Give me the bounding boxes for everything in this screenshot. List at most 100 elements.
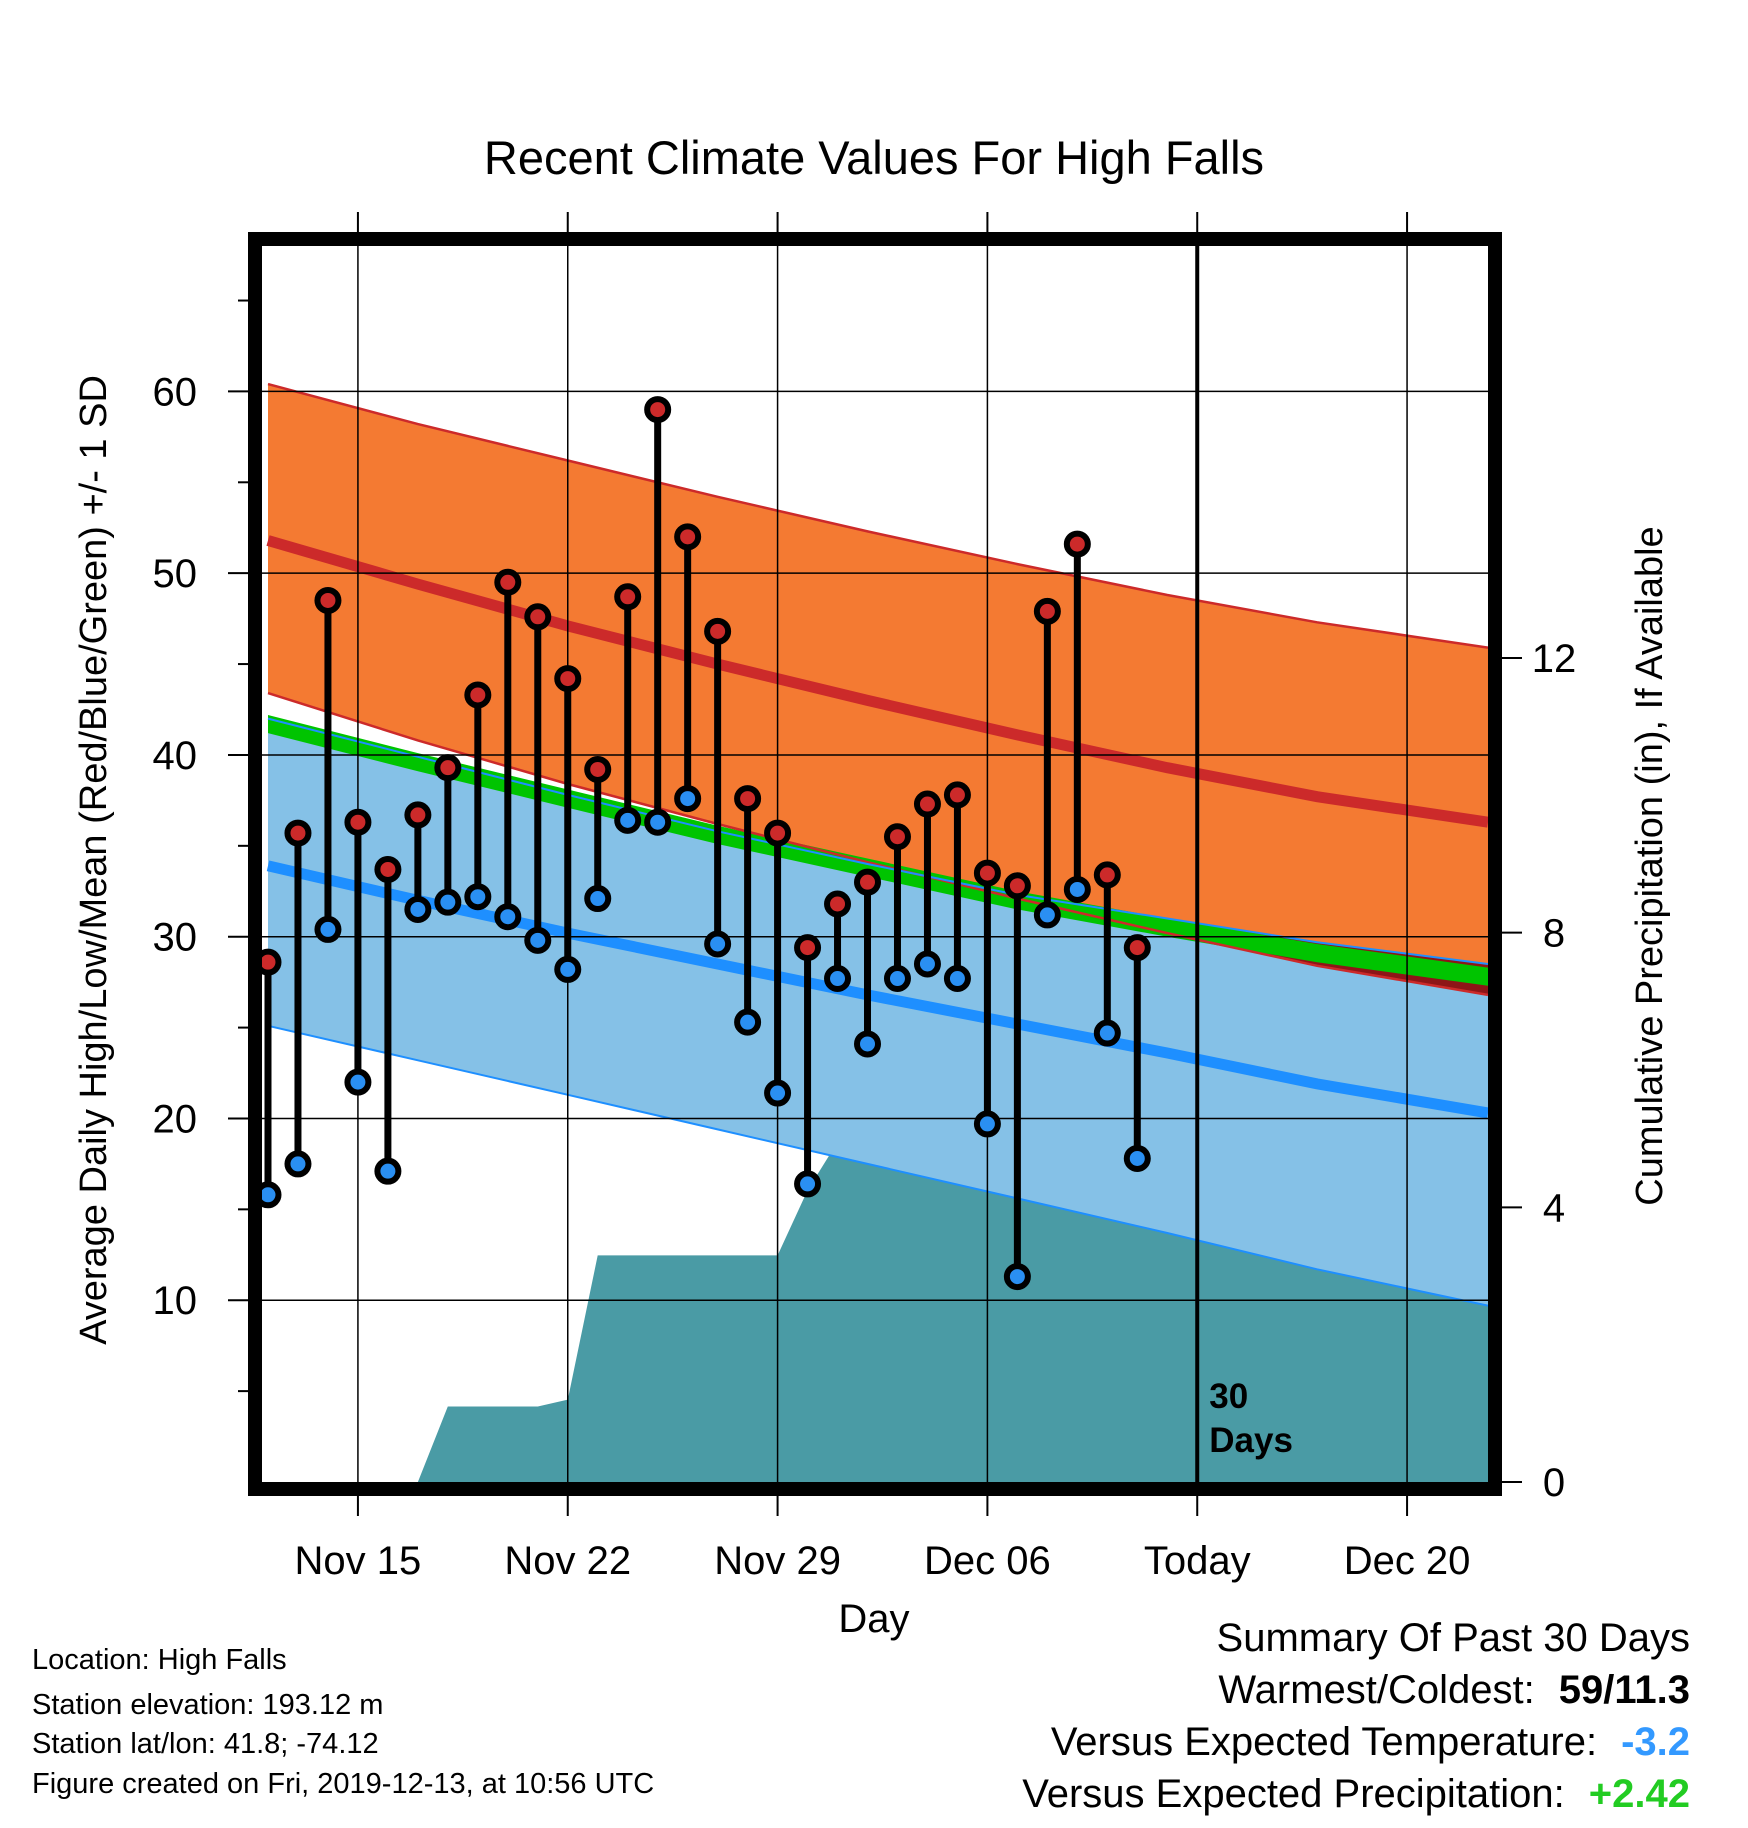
y-tick-label: 60 bbox=[153, 370, 198, 414]
temp-value: -3.2 bbox=[1621, 1720, 1690, 1764]
low-marker bbox=[554, 955, 582, 983]
summary-title: Summary Of Past 30 Days bbox=[1216, 1616, 1690, 1660]
y-tick-label: 10 bbox=[153, 1279, 198, 1323]
low-marker bbox=[614, 806, 642, 834]
y-tick-label: 50 bbox=[153, 552, 198, 596]
high-marker bbox=[1003, 872, 1031, 900]
high-marker bbox=[554, 665, 582, 693]
low-marker bbox=[764, 1079, 792, 1107]
high-marker bbox=[883, 823, 911, 851]
high-marker bbox=[764, 819, 792, 847]
warm-cold-value: 59/11.3 bbox=[1558, 1668, 1690, 1712]
low-marker bbox=[284, 1150, 312, 1178]
high-marker bbox=[262, 948, 282, 976]
low-marker bbox=[913, 950, 941, 978]
low-marker bbox=[674, 785, 702, 813]
high-marker bbox=[614, 583, 642, 611]
plot-frame bbox=[248, 232, 1502, 1496]
low-marker bbox=[464, 883, 492, 911]
high-mean-line bbox=[266, 535, 1488, 828]
low-marker bbox=[704, 930, 732, 958]
low-sd-band bbox=[268, 718, 1488, 1306]
low-marker bbox=[1003, 1263, 1031, 1291]
high-marker bbox=[584, 755, 612, 783]
low-marker bbox=[1093, 1019, 1121, 1047]
high-marker bbox=[404, 801, 432, 829]
plot-area: 30 Days bbox=[262, 246, 1488, 1482]
x-tick-label: Nov 22 bbox=[504, 1539, 631, 1583]
elevation-label: Station elevation: 193.12 m bbox=[32, 1689, 384, 1721]
axes: 10 20 30 40 50 60 0 4 8 12 Nov 15 Nov 22 Nov 29 Dec 0… bbox=[73, 131, 1671, 1641]
low-marker bbox=[524, 926, 552, 954]
precip-label: Versus Expected Precipitation: bbox=[1022, 1772, 1565, 1816]
y2-tick-label: 4 bbox=[1543, 1186, 1565, 1230]
high-sd-band bbox=[268, 384, 1488, 995]
low-marker bbox=[374, 1157, 402, 1185]
x-axis-label: Day bbox=[838, 1597, 909, 1641]
high-marker bbox=[913, 790, 941, 818]
high-marker bbox=[374, 855, 402, 883]
high-marker bbox=[794, 934, 822, 962]
low-marker bbox=[644, 808, 672, 836]
y-tick-label: 40 bbox=[153, 734, 198, 778]
x-tick-label: Dec 20 bbox=[1344, 1539, 1471, 1583]
y-tick-label: 30 bbox=[153, 916, 198, 960]
x-tick-label: Today bbox=[1144, 1539, 1251, 1583]
x-tick-label: Nov 15 bbox=[295, 1539, 422, 1583]
low-marker bbox=[794, 1170, 822, 1198]
high-marker bbox=[284, 819, 312, 847]
high-marker bbox=[824, 890, 852, 918]
y-axis-label: Average Daily High/Low/Mean (Red/Blue/Gr… bbox=[73, 375, 115, 1345]
low-marker bbox=[404, 895, 432, 923]
high-marker bbox=[734, 785, 762, 813]
high-marker bbox=[973, 859, 1001, 887]
high-marker bbox=[344, 808, 372, 836]
low-marker bbox=[854, 1030, 882, 1058]
high-marker bbox=[704, 617, 732, 645]
plot-content: 30 Days bbox=[262, 246, 1488, 1482]
high-upper-line bbox=[267, 382, 1488, 649]
low-marker bbox=[314, 915, 342, 943]
high-marker bbox=[644, 396, 672, 424]
low-marker bbox=[883, 965, 911, 993]
high-marker bbox=[314, 586, 342, 614]
high-marker bbox=[434, 754, 462, 782]
avg-band bbox=[268, 715, 1488, 986]
high-marker bbox=[1033, 597, 1061, 625]
location-label: Location: High Falls bbox=[32, 1644, 287, 1676]
low-marker bbox=[943, 965, 971, 993]
summary-warm-cold-row: Warmest/Coldest: 59/11.3 bbox=[1218, 1670, 1690, 1710]
y2-tick-label: 8 bbox=[1543, 912, 1565, 956]
created-label: Figure created on Fri, 2019-12-13, at 10… bbox=[32, 1768, 655, 1800]
y-tick-label: 20 bbox=[153, 1097, 198, 1141]
high-marker bbox=[1123, 934, 1151, 962]
high-marker bbox=[1063, 530, 1091, 558]
low-upper-line bbox=[267, 717, 1488, 965]
high-marker bbox=[524, 603, 552, 631]
warm-cold-label: Warmest/Coldest: bbox=[1218, 1668, 1535, 1712]
today-days-label: 30 bbox=[1209, 1377, 1248, 1416]
low-marker bbox=[734, 1008, 762, 1036]
chart-title: Recent Climate Values For High Falls bbox=[484, 131, 1264, 184]
low-lower-line bbox=[267, 1024, 1488, 1307]
low-marker bbox=[584, 885, 612, 913]
low-marker bbox=[494, 903, 522, 931]
y2-axis-label: Cumulative Precipitation (in), If Availa… bbox=[1629, 526, 1671, 1205]
high-marker bbox=[943, 781, 971, 809]
low-marker bbox=[1063, 875, 1091, 903]
today-days-label: Days bbox=[1209, 1421, 1293, 1460]
low-marker bbox=[824, 965, 852, 993]
x-tick-label: Dec 06 bbox=[924, 1539, 1051, 1583]
high-marker bbox=[1093, 861, 1121, 889]
low-marker bbox=[344, 1068, 372, 1096]
temp-label: Versus Expected Temperature: bbox=[1050, 1720, 1598, 1764]
high-marker bbox=[464, 681, 492, 709]
y2-tick-label: 0 bbox=[1543, 1461, 1565, 1505]
low-marker bbox=[262, 1181, 282, 1209]
high-marker bbox=[854, 868, 882, 896]
low-marker bbox=[1033, 901, 1061, 929]
y2-tick-label: 12 bbox=[1532, 637, 1577, 681]
low-marker bbox=[1123, 1144, 1151, 1172]
summary-temp-row: Versus Expected Temperature: -3.2 bbox=[1051, 1722, 1690, 1762]
